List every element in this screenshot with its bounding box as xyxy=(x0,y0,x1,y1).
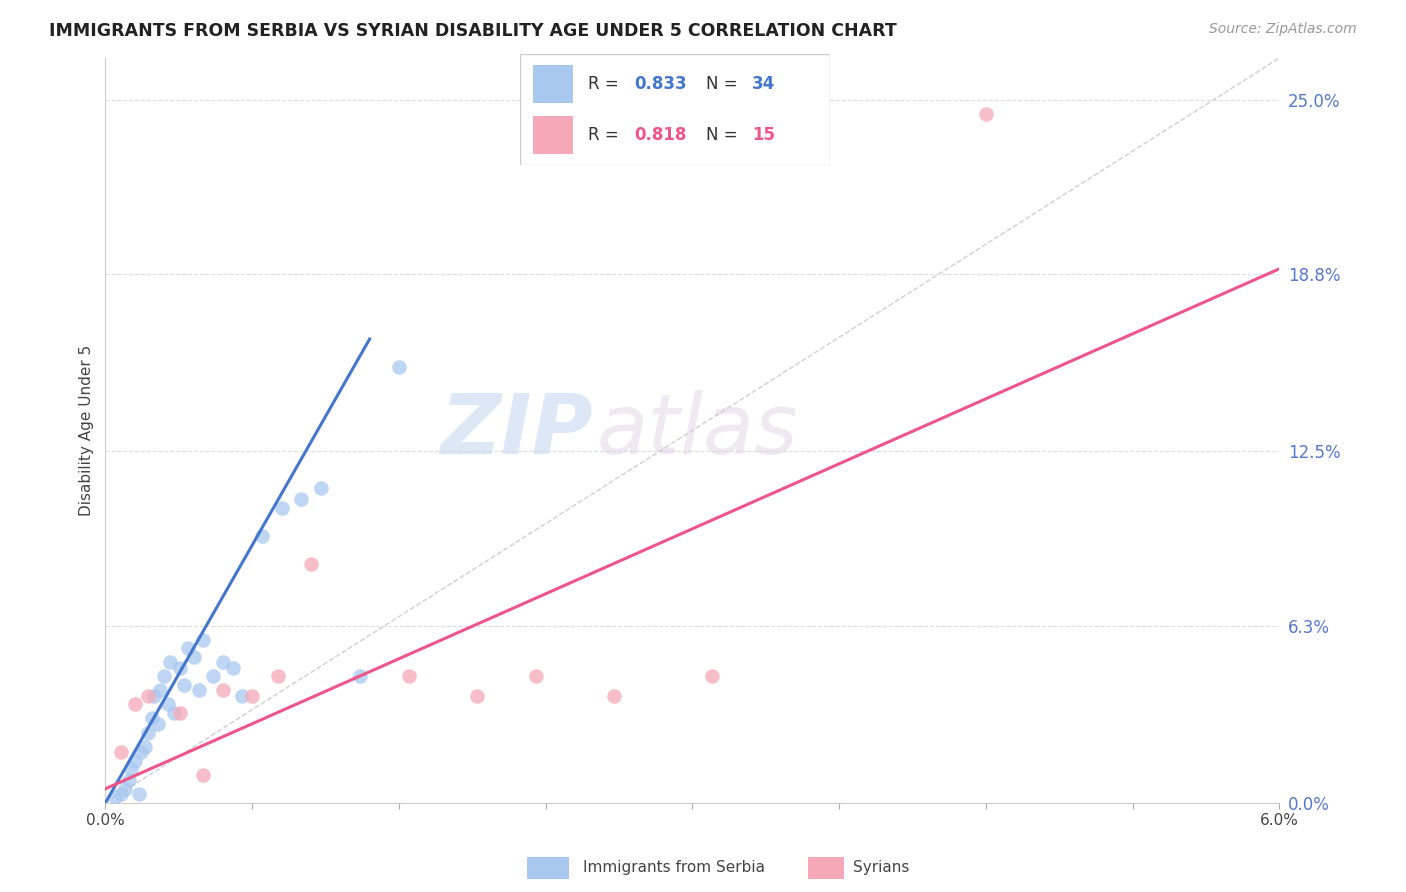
Point xyxy=(159,655,181,669)
Point xyxy=(193,767,215,781)
Point xyxy=(193,632,215,647)
Point xyxy=(465,689,488,703)
Point xyxy=(266,669,288,683)
Point xyxy=(163,706,186,720)
Text: R =: R = xyxy=(588,75,624,93)
Text: 15: 15 xyxy=(752,126,775,144)
Point xyxy=(169,706,191,720)
Text: Immigrants from Serbia: Immigrants from Serbia xyxy=(583,860,765,874)
Point xyxy=(148,717,170,731)
Point xyxy=(188,683,211,698)
Text: 0.833: 0.833 xyxy=(634,75,688,93)
FancyBboxPatch shape xyxy=(527,857,569,879)
Text: IMMIGRANTS FROM SERBIA VS SYRIAN DISABILITY AGE UNDER 5 CORRELATION CHART: IMMIGRANTS FROM SERBIA VS SYRIAN DISABIL… xyxy=(49,22,897,40)
Point xyxy=(129,745,152,759)
Point xyxy=(250,529,273,543)
Point xyxy=(138,689,160,703)
Point xyxy=(349,669,371,683)
Point xyxy=(173,678,195,692)
Text: Syrians: Syrians xyxy=(853,860,910,874)
Point xyxy=(176,641,198,656)
Point xyxy=(388,360,411,375)
Text: 34: 34 xyxy=(752,75,776,93)
Point xyxy=(211,683,233,698)
Point xyxy=(700,669,723,683)
Point xyxy=(118,773,141,788)
Point xyxy=(221,661,243,675)
Point xyxy=(169,661,191,675)
Point xyxy=(124,698,146,712)
Point xyxy=(299,557,322,571)
Point xyxy=(398,669,420,683)
FancyBboxPatch shape xyxy=(533,65,572,103)
FancyBboxPatch shape xyxy=(520,54,830,165)
Text: atlas: atlas xyxy=(596,390,797,471)
Point xyxy=(110,788,132,802)
Text: Source: ZipAtlas.com: Source: ZipAtlas.com xyxy=(1209,22,1357,37)
Text: N =: N = xyxy=(706,126,742,144)
Point xyxy=(128,788,150,802)
Y-axis label: Disability Age Under 5: Disability Age Under 5 xyxy=(79,345,94,516)
Point xyxy=(104,790,127,805)
Point xyxy=(309,481,332,495)
Point xyxy=(157,698,180,712)
Text: N =: N = xyxy=(706,75,742,93)
Point xyxy=(211,655,233,669)
Point xyxy=(183,649,205,664)
Point xyxy=(524,669,547,683)
FancyBboxPatch shape xyxy=(533,116,572,154)
Point xyxy=(124,754,146,768)
Point xyxy=(270,500,292,515)
Point xyxy=(290,492,312,507)
Point xyxy=(141,711,163,725)
Point xyxy=(114,781,136,796)
Point xyxy=(138,725,160,739)
Point xyxy=(603,689,626,703)
Point xyxy=(240,689,263,703)
Point xyxy=(231,689,253,703)
FancyBboxPatch shape xyxy=(808,857,844,879)
Point xyxy=(110,745,132,759)
Point xyxy=(974,107,997,121)
Point xyxy=(153,669,176,683)
Text: ZIP: ZIP xyxy=(440,390,593,471)
Text: 0.818: 0.818 xyxy=(634,126,688,144)
Text: R =: R = xyxy=(588,126,624,144)
Point xyxy=(143,689,166,703)
Point xyxy=(134,739,156,754)
Point xyxy=(149,683,172,698)
Point xyxy=(202,669,225,683)
Point xyxy=(120,762,142,776)
